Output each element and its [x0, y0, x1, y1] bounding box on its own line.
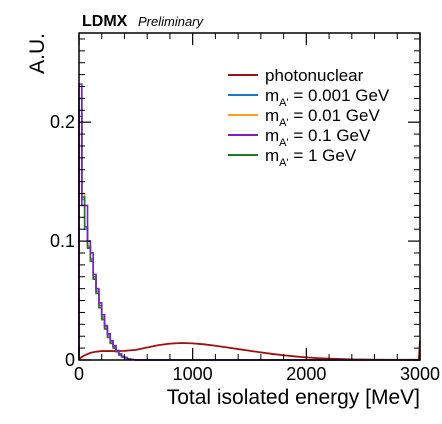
- y-axis-title: A.U.: [26, 33, 49, 74]
- y-tick-label: 0: [65, 350, 75, 370]
- plot-frame: [78, 32, 421, 361]
- series-line-1: [78, 115, 420, 361]
- x-tick-label: 3000: [400, 364, 440, 384]
- series-line-2: [78, 109, 420, 361]
- x-tick-label: 2000: [286, 364, 326, 384]
- experiment-sublabel: Preliminary: [138, 14, 205, 29]
- experiment-label: LDMX: [82, 13, 128, 30]
- y-tick-label: 0.2: [50, 112, 75, 132]
- y-tick-label: 0.1: [50, 231, 75, 251]
- legend-entry: mA' = 1 GeV: [265, 146, 357, 169]
- series-line-0: [78, 340, 421, 361]
- legend-entry: mA' = 0.001 GeV: [265, 86, 390, 109]
- x-axis-title: Total isolated energy [MeV]: [167, 386, 420, 409]
- x-tick-label: 0: [74, 364, 84, 384]
- ticks-layer: 0 1000 2000 3000 0 0.1 0.2: [50, 33, 440, 384]
- legend-entry: mA' = 0.01 GeV: [265, 106, 380, 129]
- legend-entry: photonuclear: [265, 66, 364, 85]
- legend-entry: mA' = 0.1 GeV: [265, 126, 371, 149]
- x-tick-label: 1000: [173, 364, 213, 384]
